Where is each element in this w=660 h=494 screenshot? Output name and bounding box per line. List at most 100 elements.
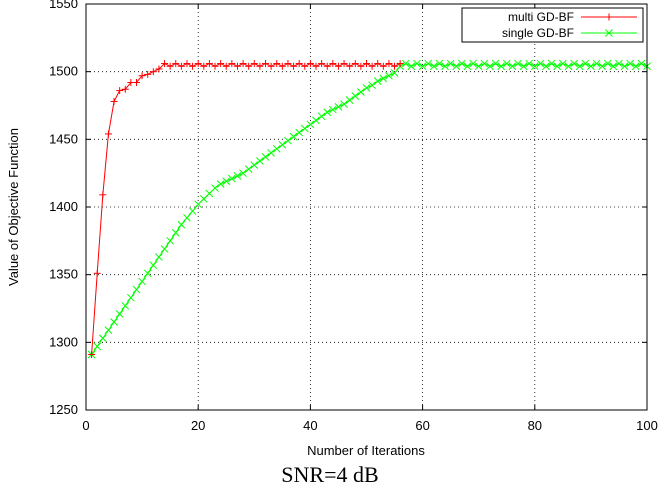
data-point-single [558, 59, 567, 68]
data-point-single [514, 59, 522, 68]
data-point-single [637, 59, 646, 68]
data-point-single [401, 59, 410, 68]
data-point-single [413, 59, 421, 68]
y-tick-label: 1350 [49, 267, 78, 282]
data-point-single [127, 293, 135, 302]
data-point-single [138, 277, 146, 286]
legend-marker [605, 29, 613, 37]
data-point-single [261, 153, 270, 161]
data-point-multi [379, 62, 387, 70]
data-point-single [530, 62, 539, 71]
x-tick-label: 0 [82, 418, 89, 433]
data-point-single [429, 62, 438, 71]
data-point-multi [189, 62, 197, 70]
data-point-single [93, 342, 102, 351]
data-point-single [536, 59, 545, 68]
data-point-single [188, 207, 197, 215]
data-point-single [183, 213, 191, 222]
data-point-single [295, 128, 304, 137]
data-point-single [362, 84, 371, 92]
data-point-single [328, 105, 337, 114]
data-point-single [160, 245, 169, 253]
data-point-single [121, 301, 130, 310]
data-point-single [491, 59, 500, 68]
data-point-multi [132, 78, 140, 86]
data-point-single [289, 132, 298, 141]
data-point-single [542, 62, 550, 71]
data-point-multi [110, 97, 118, 105]
data-point-single [155, 253, 163, 261]
legend-marker [605, 13, 613, 21]
data-point-single [334, 102, 343, 111]
series-multi [88, 60, 404, 359]
data-point-single [312, 116, 320, 125]
data-point-multi [301, 62, 309, 70]
data-point-multi [161, 60, 169, 68]
data-point-multi [262, 60, 270, 68]
data-point-single [474, 62, 483, 71]
data-point-single [222, 177, 231, 186]
legend-label-multi: multi GD-BF [508, 10, 574, 24]
data-point-multi [374, 60, 382, 68]
data-point-multi [318, 60, 326, 68]
data-point-multi [351, 60, 359, 68]
series-line-multi [91, 62, 401, 355]
data-point-single [373, 77, 382, 85]
data-point-multi [166, 62, 174, 70]
data-point-single [581, 59, 590, 68]
y-tick-label: 1450 [49, 131, 78, 146]
data-point-single [104, 326, 113, 335]
data-point-multi [217, 60, 225, 68]
data-point-single [598, 62, 606, 71]
data-point-single [166, 236, 175, 245]
data-point-single [615, 59, 623, 68]
data-point-single [98, 334, 107, 343]
data-point-single [626, 59, 635, 68]
legend-sample-single [581, 29, 637, 37]
data-point-single [211, 184, 219, 192]
data-point-single [418, 62, 427, 71]
data-point-multi [205, 60, 213, 68]
data-point-multi [368, 62, 376, 70]
data-point-multi [200, 62, 208, 70]
data-point-multi [357, 62, 365, 70]
data-point-multi [323, 62, 331, 70]
data-point-single [171, 228, 180, 237]
data-point-single [480, 59, 489, 68]
data-point-multi [385, 60, 393, 68]
data-point-multi [93, 269, 101, 277]
data-point-single [508, 62, 517, 71]
data-point-single [575, 62, 584, 71]
legend: multi GD-BF single GD-BF [461, 7, 644, 43]
x-tick-label: 40 [303, 418, 317, 433]
ticks: 0 20 40 60 80 100 1250 1300 1350 1400 1450 1500 1550 [49, 0, 658, 433]
data-point-multi [138, 72, 146, 80]
data-point-single [340, 100, 348, 109]
caption: SNR=4 dB [281, 462, 379, 487]
data-point-single [486, 62, 494, 71]
x-axis-label: Number of Iterations [307, 443, 425, 458]
data-point-single [368, 81, 376, 90]
data-point-single [250, 161, 259, 169]
data-point-single [272, 144, 281, 153]
data-point-multi [88, 351, 96, 359]
data-point-single [233, 172, 242, 180]
data-point-single [553, 62, 562, 71]
data-point-single [300, 124, 309, 133]
data-point-single [564, 62, 573, 71]
data-point-single [458, 59, 466, 68]
data-point-single [385, 71, 393, 80]
data-point-single [256, 157, 264, 165]
data-point-multi [228, 60, 236, 68]
series-layer [87, 59, 651, 359]
legend-box [461, 7, 644, 43]
data-point-single [452, 62, 461, 71]
data-point-multi [295, 60, 303, 68]
data-point-multi [239, 60, 247, 68]
data-point-single [446, 59, 455, 68]
data-point-single [149, 261, 158, 270]
data-point-single [620, 62, 629, 71]
data-point-multi [149, 68, 157, 76]
data-point-single [244, 165, 253, 173]
data-point-single [110, 318, 118, 326]
